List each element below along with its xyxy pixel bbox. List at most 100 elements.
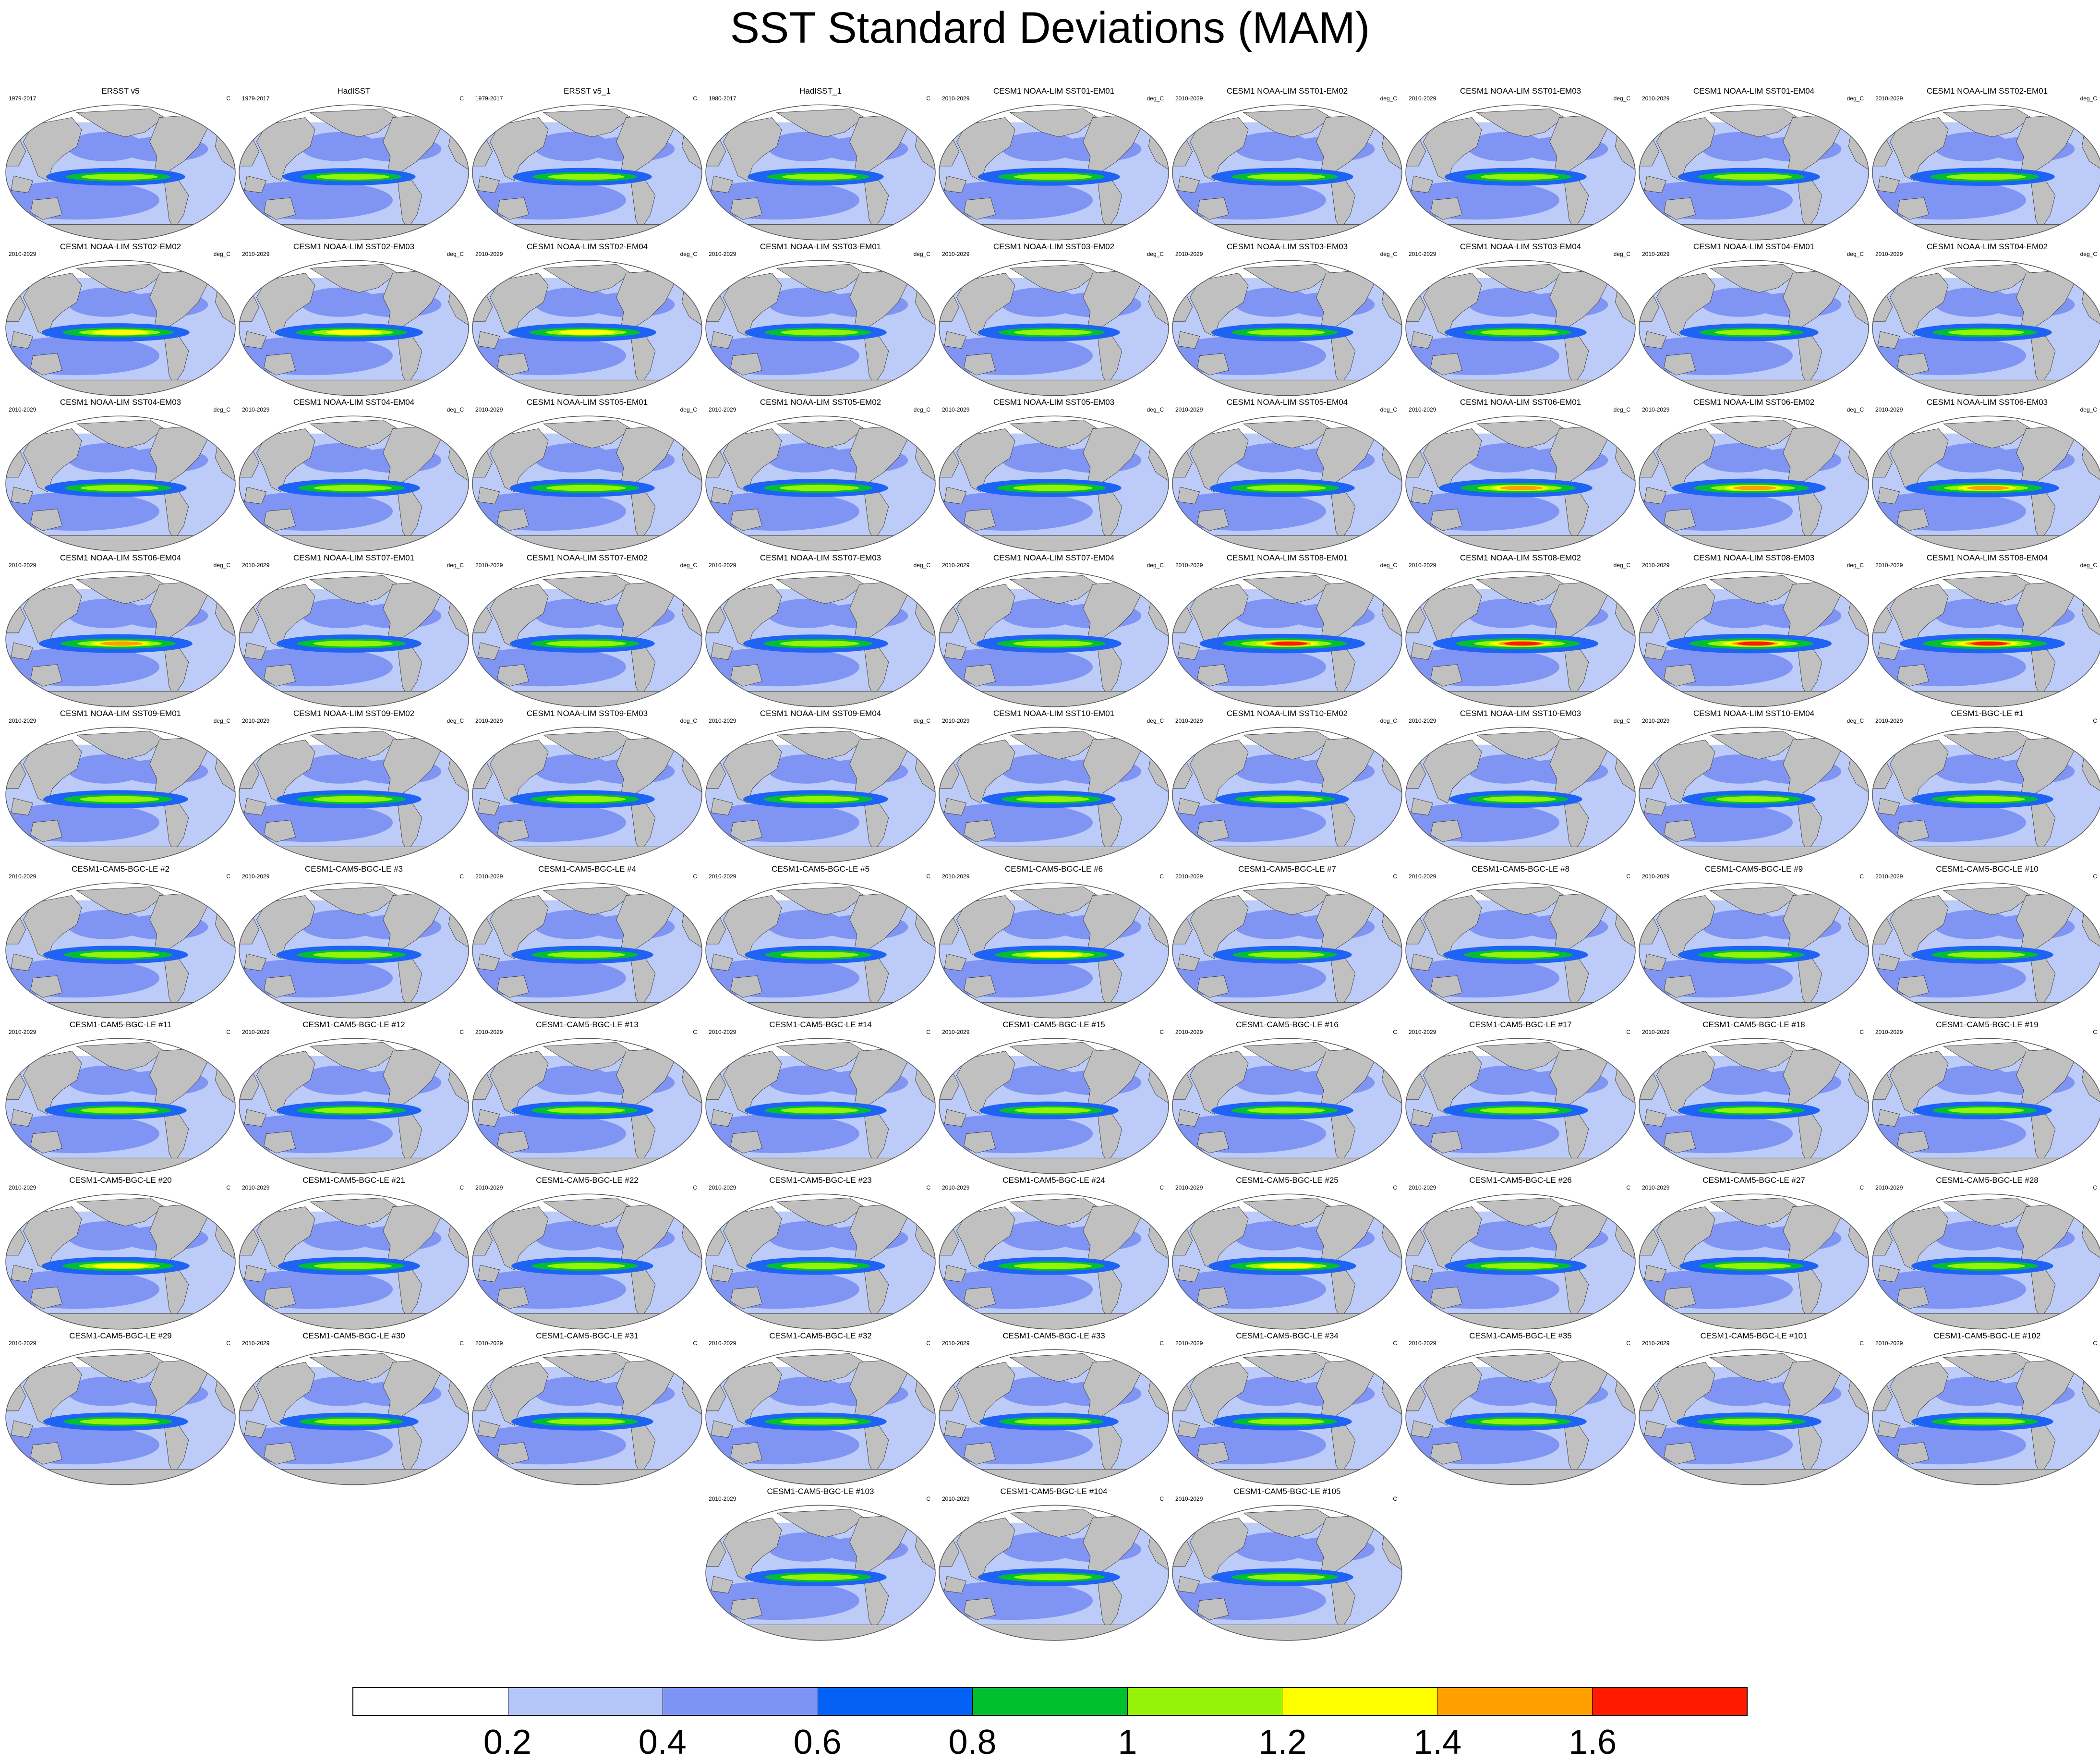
panel-units: deg_C: [213, 406, 230, 413]
panel-title: CESM1 NOAA-LIM SST01-EM02: [1226, 86, 1348, 96]
map-panel: CESM1-CAM5-BGC-LE #30 2010-2029 C: [237, 1331, 471, 1490]
colorbar-tick-label: 0.8: [948, 1723, 997, 1762]
panel-title: CESM1-CAM5-BGC-LE #12: [302, 1020, 405, 1029]
panel-title: CESM1-CAM5-BGC-LE #7: [1238, 864, 1337, 874]
panel-title: CESM1 NOAA-LIM SST08-EM03: [1693, 553, 1815, 562]
map-panel: CESM1 NOAA-LIM SST10-EM02 2010-2029 deg_C: [1171, 709, 1404, 867]
sst-map: [1172, 1193, 1402, 1330]
sst-map: [939, 1349, 1169, 1485]
map-panel: CESM1-CAM5-BGC-LE #15 2010-2029 C: [937, 1020, 1171, 1179]
panel-units: deg_C: [1380, 95, 1397, 102]
panel-units: C: [1393, 873, 1397, 880]
map-panel: CESM1-CAM5-BGC-LE #8 2010-2029 C: [1404, 864, 1637, 1023]
panel-period: 2010-2029: [475, 406, 503, 413]
panel-period: 2010-2029: [9, 1184, 36, 1191]
panel-title: CESM1 NOAA-LIM SST04-EM03: [60, 398, 181, 407]
panel-title: CESM1 NOAA-LIM SST07-EM04: [993, 553, 1115, 562]
colorbar-tick-label: 0.6: [793, 1723, 842, 1762]
panel-units: C: [226, 873, 230, 880]
panel-period: 2010-2029: [1642, 562, 1670, 569]
panel-title: CESM1 NOAA-LIM SST03-EM02: [993, 242, 1115, 251]
sst-map: [1172, 1505, 1402, 1641]
sst-map: [472, 260, 702, 396]
panel-period: 2010-2029: [942, 873, 970, 880]
map-panel: CESM1-CAM5-BGC-LE #20 2010-2029 C: [4, 1176, 237, 1334]
panel-title: CESM1-CAM5-BGC-LE #5: [771, 864, 870, 874]
sst-map: [939, 882, 1169, 1019]
panel-units: deg_C: [1147, 95, 1164, 102]
map-panel: CESM1 NOAA-LIM SST09-EM01 2010-2029 deg_C: [4, 709, 237, 867]
panel-units: C: [1859, 1029, 1864, 1035]
sst-map: [939, 104, 1169, 241]
map-panel: CESM1-CAM5-BGC-LE #31 2010-2029 C: [471, 1331, 704, 1490]
panel-title: ERSST v5_1: [564, 86, 611, 96]
panel-period: 2010-2029: [709, 406, 736, 413]
sst-map: [705, 415, 936, 552]
panel-period: 2010-2029: [242, 1340, 270, 1347]
colorbar-bins: [352, 1687, 1748, 1716]
panel-units: deg_C: [1147, 562, 1164, 569]
map-panel: CESM1 NOAA-LIM SST02-EM04 2010-2029 deg_C: [471, 242, 704, 401]
panel-units: C: [1393, 1029, 1397, 1035]
panel-title: CESM1-CAM5-BGC-LE #6: [1004, 864, 1103, 874]
map-panel: CESM1 NOAA-LIM SST10-EM01 2010-2029 deg_C: [937, 709, 1171, 867]
map-panel: CESM1-CAM5-BGC-LE #5 2010-2029 C: [704, 864, 937, 1023]
map-panel: CESM1-CAM5-BGC-LE #32 2010-2029 C: [704, 1331, 937, 1490]
map-panel: CESM1 NOAA-LIM SST06-EM03 2010-2029 deg_C: [1871, 398, 2100, 556]
sst-map: [705, 1193, 936, 1330]
sst-map: [5, 571, 236, 707]
sst-map: [5, 882, 236, 1019]
panel-period: 2010-2029: [709, 1029, 736, 1035]
colorbar-bin: [1592, 1688, 1747, 1715]
panel-period: 1979-2017: [242, 95, 270, 102]
sst-map: [705, 260, 936, 396]
panel-units: deg_C: [2080, 251, 2097, 257]
panel-title: CESM1 NOAA-LIM SST05-EM04: [1226, 398, 1348, 407]
map-panel: CESM1 NOAA-LIM SST05-EM02 2010-2029 deg_C: [704, 398, 937, 556]
panel-period: 2010-2029: [9, 251, 36, 257]
panel-title: CESM1-CAM5-BGC-LE #21: [302, 1176, 405, 1185]
panel-period: 1979-2017: [9, 95, 36, 102]
panel-title: CESM1-CAM5-BGC-LE #28: [1936, 1176, 2039, 1185]
panel-units: deg_C: [1613, 95, 1630, 102]
panel-period: 2010-2029: [1875, 1184, 1903, 1191]
panel-period: 2010-2029: [942, 95, 970, 102]
panel-period: 2010-2029: [709, 873, 736, 880]
sst-map: [1172, 1349, 1402, 1485]
panel-title: CESM1-CAM5-BGC-LE #15: [1002, 1020, 1105, 1029]
panel-units: deg_C: [1147, 717, 1164, 724]
panel-units: C: [459, 1184, 464, 1191]
map-panel: ERSST v5_1 1979-2017 C: [471, 86, 704, 245]
panel-period: 2010-2029: [1175, 717, 1203, 724]
panel-period: 2010-2029: [1875, 873, 1903, 880]
map-panel: CESM1 NOAA-LIM SST05-EM01 2010-2029 deg_C: [471, 398, 704, 556]
map-panel: ERSST v5 1979-2017 C: [4, 86, 237, 245]
panel-period: 2010-2029: [1642, 95, 1670, 102]
panel-units: deg_C: [680, 406, 697, 413]
sst-map: [1872, 571, 2100, 707]
sst-map: [1872, 1038, 2100, 1174]
map-panel: HadISST_1 1980-2017 C: [704, 86, 937, 245]
sst-map: [1405, 1349, 1636, 1485]
map-panel: CESM1 NOAA-LIM SST05-EM04 2010-2029 deg_C: [1171, 398, 1404, 556]
panel-period: 2010-2029: [1409, 1029, 1436, 1035]
sst-map: [472, 104, 702, 241]
map-panel: CESM1 NOAA-LIM SST08-EM04 2010-2029 deg_C: [1871, 553, 2100, 712]
panel-period: 2010-2029: [709, 1340, 736, 1347]
sst-map: [1172, 727, 1402, 863]
panel-title: ERSST v5: [101, 86, 140, 96]
map-panel: CESM1 NOAA-LIM SST02-EM02 2010-2029 deg_C: [4, 242, 237, 401]
panel-title: CESM1 NOAA-LIM SST03-EM03: [1226, 242, 1348, 251]
sst-map: [1639, 882, 1869, 1019]
panel-title: CESM1-CAM5-BGC-LE #19: [1936, 1020, 2039, 1029]
panel-period: 2010-2029: [1175, 251, 1203, 257]
sst-map: [1872, 104, 2100, 241]
map-panel: CESM1 NOAA-LIM SST10-EM03 2010-2029 deg_C: [1404, 709, 1637, 867]
panel-title: CESM1 NOAA-LIM SST01-EM01: [993, 86, 1115, 96]
map-panel: CESM1 NOAA-LIM SST04-EM01 2010-2029 deg_C: [1637, 242, 1871, 401]
panel-period: 2010-2029: [9, 1029, 36, 1035]
sst-map: [939, 415, 1169, 552]
panel-units: C: [1859, 1340, 1864, 1347]
panel-units: deg_C: [1613, 251, 1630, 257]
sst-map: [705, 104, 936, 241]
